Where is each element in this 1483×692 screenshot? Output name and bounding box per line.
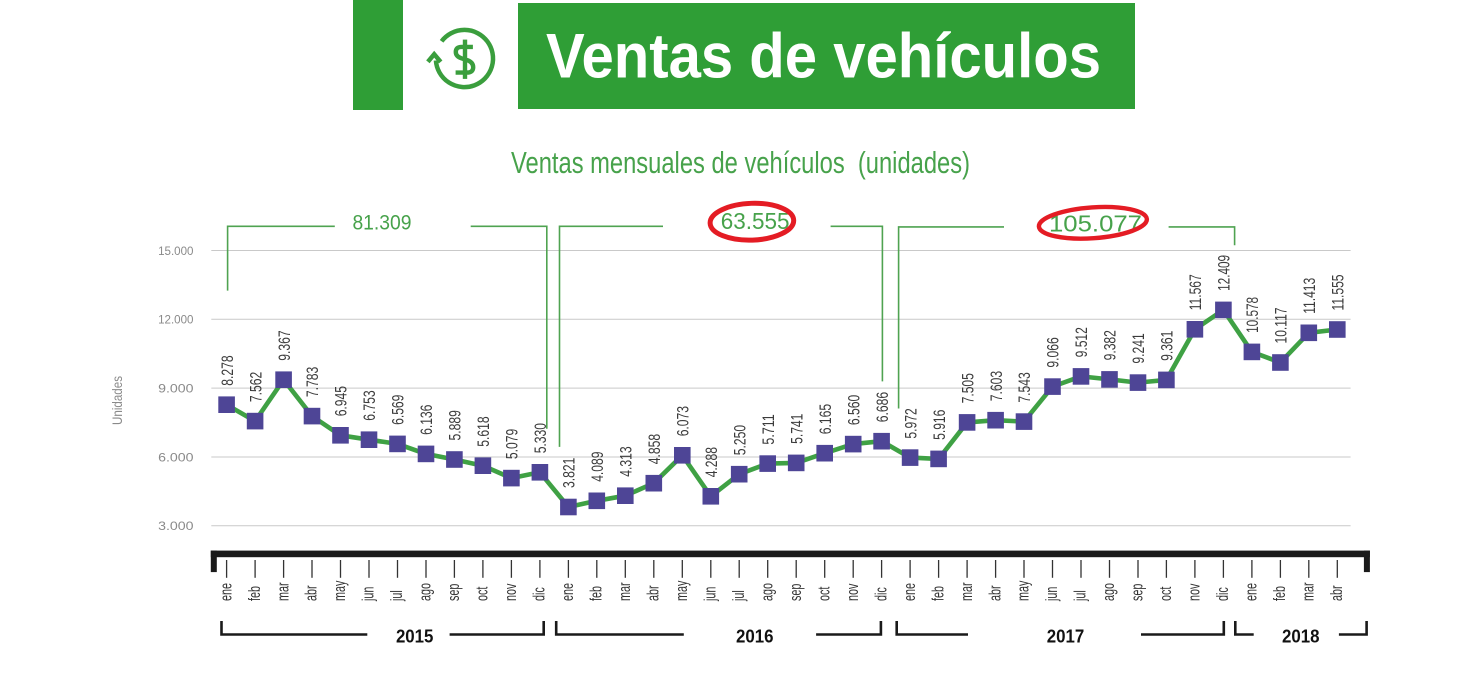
svg-text:5.250: 5.250 — [730, 425, 749, 455]
svg-text:4.288: 4.288 — [702, 447, 721, 477]
svg-text:ago: ago — [416, 583, 435, 601]
svg-text:Unidades: Unidades — [110, 376, 125, 425]
svg-text:6.686: 6.686 — [873, 392, 892, 422]
svg-text:feb: feb — [1270, 586, 1289, 601]
svg-text:81.309: 81.309 — [352, 211, 411, 234]
svg-text:may: may — [1014, 580, 1033, 601]
svg-text:6.569: 6.569 — [389, 395, 408, 425]
svg-text:abr: abr — [644, 585, 663, 601]
svg-text:dic: dic — [1213, 587, 1232, 601]
svg-text:11.413: 11.413 — [1300, 278, 1319, 314]
svg-text:5.889: 5.889 — [446, 410, 465, 440]
svg-text:mar: mar — [615, 582, 634, 601]
svg-text:may: may — [672, 580, 691, 601]
svg-text:9.000: 9.000 — [158, 381, 194, 395]
svg-text:7.603: 7.603 — [987, 371, 1006, 401]
svg-text:5.916: 5.916 — [930, 410, 949, 440]
svg-text:11.555: 11.555 — [1329, 275, 1348, 311]
svg-text:sep: sep — [1128, 584, 1147, 601]
svg-text:5.972: 5.972 — [901, 408, 920, 438]
svg-text:4.089: 4.089 — [588, 452, 607, 482]
svg-text:11.567: 11.567 — [1186, 274, 1205, 310]
svg-text:63.555: 63.555 — [721, 208, 790, 234]
svg-text:2017: 2017 — [1047, 627, 1085, 647]
svg-text:10.117: 10.117 — [1272, 308, 1291, 344]
svg-text:jul: jul — [387, 590, 406, 601]
svg-text:feb: feb — [928, 586, 947, 601]
svg-text:7.505: 7.505 — [958, 373, 977, 403]
svg-text:5.330: 5.330 — [531, 423, 550, 453]
svg-text:12.000: 12.000 — [158, 313, 194, 327]
svg-text:dic: dic — [530, 587, 549, 601]
svg-text:jun: jun — [359, 587, 378, 602]
svg-text:6.000: 6.000 — [158, 450, 194, 464]
svg-text:6.073: 6.073 — [674, 406, 693, 436]
svg-text:ene: ene — [558, 583, 577, 601]
svg-text:ago: ago — [1099, 583, 1118, 601]
svg-text:jul: jul — [729, 590, 748, 601]
svg-text:5.079: 5.079 — [503, 429, 522, 459]
svg-text:abr: abr — [985, 585, 1004, 601]
svg-text:9.361: 9.361 — [1158, 331, 1177, 361]
svg-text:10.578: 10.578 — [1243, 297, 1262, 333]
svg-text:mar: mar — [273, 582, 292, 601]
svg-text:5.618: 5.618 — [474, 416, 493, 446]
svg-text:feb: feb — [245, 586, 264, 601]
svg-text:2016: 2016 — [736, 627, 774, 647]
svg-text:3.821: 3.821 — [560, 458, 579, 488]
svg-text:7.783: 7.783 — [303, 367, 322, 397]
svg-text:ene: ene — [216, 583, 235, 601]
svg-text:nov: nov — [843, 583, 862, 601]
svg-text:dic: dic — [871, 587, 890, 601]
svg-text:nov: nov — [1185, 583, 1204, 601]
svg-text:6.136: 6.136 — [417, 405, 436, 435]
svg-text:6.560: 6.560 — [844, 395, 863, 425]
svg-text:4.313: 4.313 — [617, 446, 636, 476]
svg-text:7.562: 7.562 — [246, 372, 265, 402]
svg-text:Ventas mensuales de vehículos: Ventas mensuales de vehículos (unidades) — [511, 145, 970, 180]
svg-text:7.543: 7.543 — [1015, 372, 1034, 402]
svg-text:jun: jun — [701, 587, 720, 602]
svg-text:9.382: 9.382 — [1101, 330, 1120, 360]
svg-text:ene: ene — [1242, 583, 1261, 601]
svg-text:oct: oct — [814, 586, 833, 601]
svg-text:abr: abr — [1327, 585, 1346, 601]
svg-text:12.409: 12.409 — [1215, 255, 1234, 291]
svg-text:6.945: 6.945 — [332, 386, 351, 416]
svg-text:4.858: 4.858 — [645, 434, 664, 464]
svg-text:2018: 2018 — [1282, 627, 1320, 647]
svg-text:5.741: 5.741 — [787, 414, 806, 444]
svg-text:8.278: 8.278 — [218, 355, 237, 385]
svg-text:sep: sep — [444, 584, 463, 601]
svg-text:oct: oct — [473, 586, 492, 601]
svg-text:2015: 2015 — [396, 627, 434, 647]
svg-text:15.000: 15.000 — [158, 244, 194, 258]
svg-text:jul: jul — [1071, 590, 1090, 601]
svg-text:nov: nov — [501, 583, 520, 601]
svg-text:ago: ago — [757, 583, 776, 601]
svg-text:3.000: 3.000 — [158, 519, 194, 533]
svg-text:sep: sep — [786, 584, 805, 601]
svg-text:abr: abr — [302, 585, 321, 601]
svg-text:ene: ene — [900, 583, 919, 601]
svg-text:9.512: 9.512 — [1072, 327, 1091, 357]
svg-text:6.165: 6.165 — [816, 404, 835, 434]
svg-text:9.367: 9.367 — [275, 330, 294, 360]
svg-text:feb: feb — [587, 586, 606, 601]
svg-text:jun: jun — [1042, 587, 1061, 602]
svg-text:9.241: 9.241 — [1129, 333, 1148, 363]
svg-text:Ventas de vehículos: Ventas de vehículos — [546, 22, 1101, 92]
svg-text:oct: oct — [1156, 586, 1175, 601]
svg-text:5.711: 5.711 — [759, 414, 778, 444]
svg-text:may: may — [330, 580, 349, 601]
svg-text:mar: mar — [957, 582, 976, 601]
svg-text:mar: mar — [1299, 582, 1318, 601]
svg-text:6.753: 6.753 — [360, 390, 379, 420]
svg-text:9.066: 9.066 — [1044, 337, 1063, 367]
